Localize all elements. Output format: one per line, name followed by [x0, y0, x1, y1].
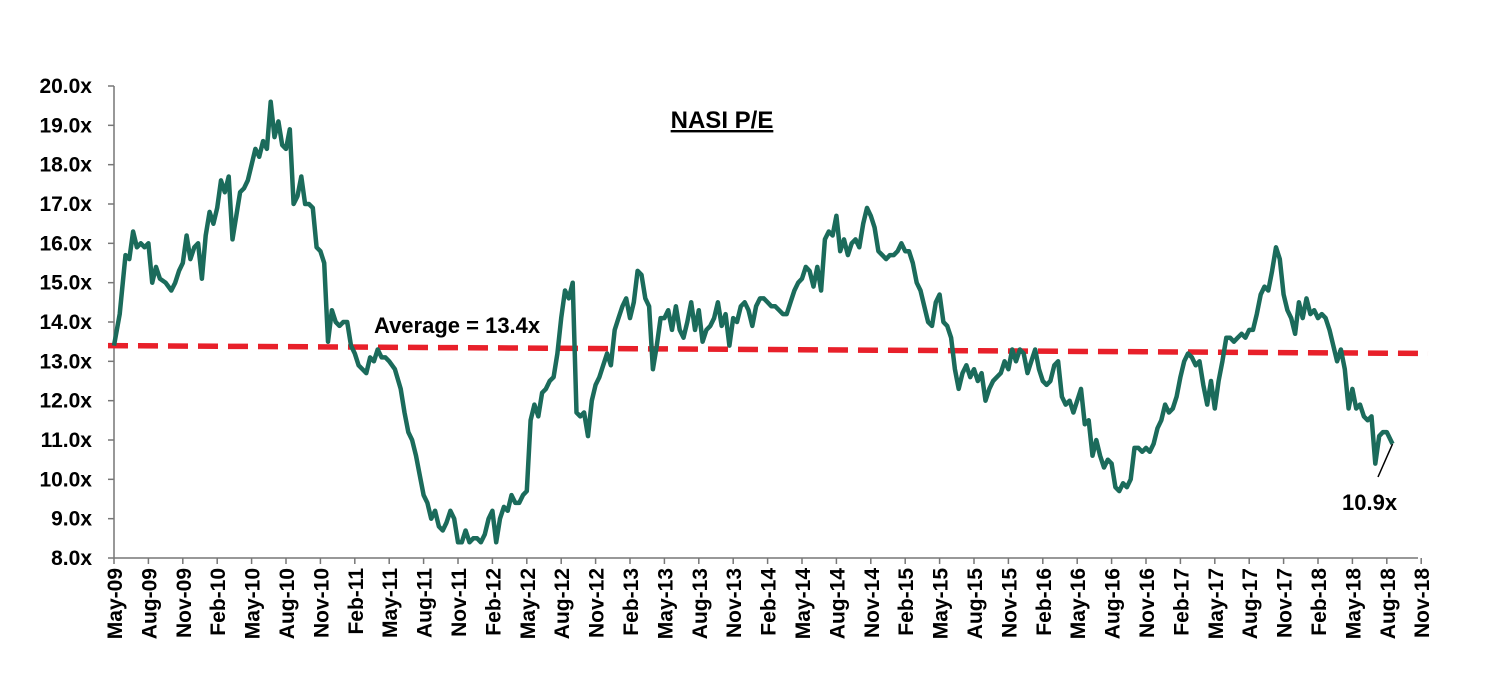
x-tick-label: Aug-18	[1377, 568, 1400, 639]
x-tick-label: Nov-09	[173, 568, 196, 638]
x-tick-label: May-10	[242, 568, 265, 639]
y-tick-label: 19.0x	[39, 114, 92, 137]
x-tick-label: May-09	[104, 568, 127, 639]
x-tick-label: Aug-10	[276, 568, 299, 639]
x-tick-label: Aug-09	[138, 568, 161, 639]
x-tick-label: May-16	[1067, 568, 1090, 639]
x-tick-label: Nov-13	[723, 568, 746, 638]
x-tick-label: Feb-18	[1308, 568, 1331, 636]
average-dashed-line	[107, 342, 1429, 357]
x-tick-label: Aug-14	[826, 568, 849, 639]
y-tick-label: 16.0x	[39, 232, 92, 255]
y-tick-label: 15.0x	[39, 272, 92, 295]
y-tick-label: 17.0x	[39, 193, 92, 216]
y-tick-label: 11.0x	[41, 429, 93, 452]
x-tick-label: Feb-16	[1033, 568, 1056, 636]
x-tick-label: Nov-12	[586, 568, 609, 638]
y-tick-label: 18.0x	[39, 154, 92, 177]
x-tick-label: May-18	[1342, 568, 1365, 640]
y-tick-label: 10.0x	[39, 468, 92, 491]
y-tick-label: 14.0x	[39, 311, 92, 334]
x-tick-label: Nov-14	[861, 568, 884, 638]
y-axis: 20.0x 19.0x 18.0x 17.0x 16.0x 15.0x 14.0x 13.0x…	[39, 75, 115, 570]
x-tick-label: May-14	[792, 568, 815, 640]
x-tick-label: May-15	[930, 568, 953, 640]
x-tick-label: Nov-18	[1411, 568, 1434, 638]
x-tick-label: Feb-17	[1170, 568, 1193, 636]
last-value-leader-line	[1377, 443, 1394, 478]
x-tick-label: Aug-13	[689, 568, 712, 639]
x-tick-label: Nov-15	[998, 568, 1021, 638]
y-tick-label: 20.0x	[39, 75, 92, 98]
x-axis: May-09 Aug-09 Nov-09 Feb-10 May-10 Aug-10 Nov-…	[104, 557, 1434, 640]
x-tick-label: Feb-10	[207, 568, 230, 636]
x-tick-label: May-12	[517, 568, 540, 639]
x-tick-label: Feb-14	[758, 568, 781, 636]
x-tick-label: Feb-11	[345, 568, 368, 635]
y-tick-label: 9.0x	[51, 508, 92, 531]
x-tick-label: Aug-11	[414, 568, 437, 638]
y-tick-label: 8.0x	[51, 547, 92, 570]
y-tick-label: 13.0x	[39, 350, 92, 373]
average-annotation: Average = 13.4x	[374, 313, 541, 338]
x-tick-label: Nov-10	[310, 568, 333, 638]
x-tick-label: May-11	[379, 568, 402, 638]
last-value-annotation: 10.9x	[1342, 490, 1398, 515]
x-tick-label: Aug-16	[1102, 568, 1125, 639]
x-tick-label: Nov-17	[1274, 568, 1297, 638]
nasi-pe-series-line	[111, 99, 1395, 545]
x-tick-label: Aug-17	[1239, 568, 1262, 639]
x-tick-label: May-17	[1205, 568, 1228, 639]
chart-title: NASI P/E	[671, 107, 774, 134]
x-tick-label: Feb-13	[620, 568, 643, 636]
x-tick-label: May-13	[654, 568, 677, 639]
x-tick-label: Feb-12	[482, 568, 505, 636]
x-tick-label: Aug-12	[551, 568, 574, 639]
y-tick-label: 12.0x	[39, 390, 92, 413]
x-tick-label: Feb-15	[895, 568, 918, 636]
x-tick-label: Nov-11	[448, 568, 471, 637]
x-tick-label: Aug-15	[964, 568, 987, 639]
x-tick-label: Nov-16	[1136, 568, 1159, 638]
